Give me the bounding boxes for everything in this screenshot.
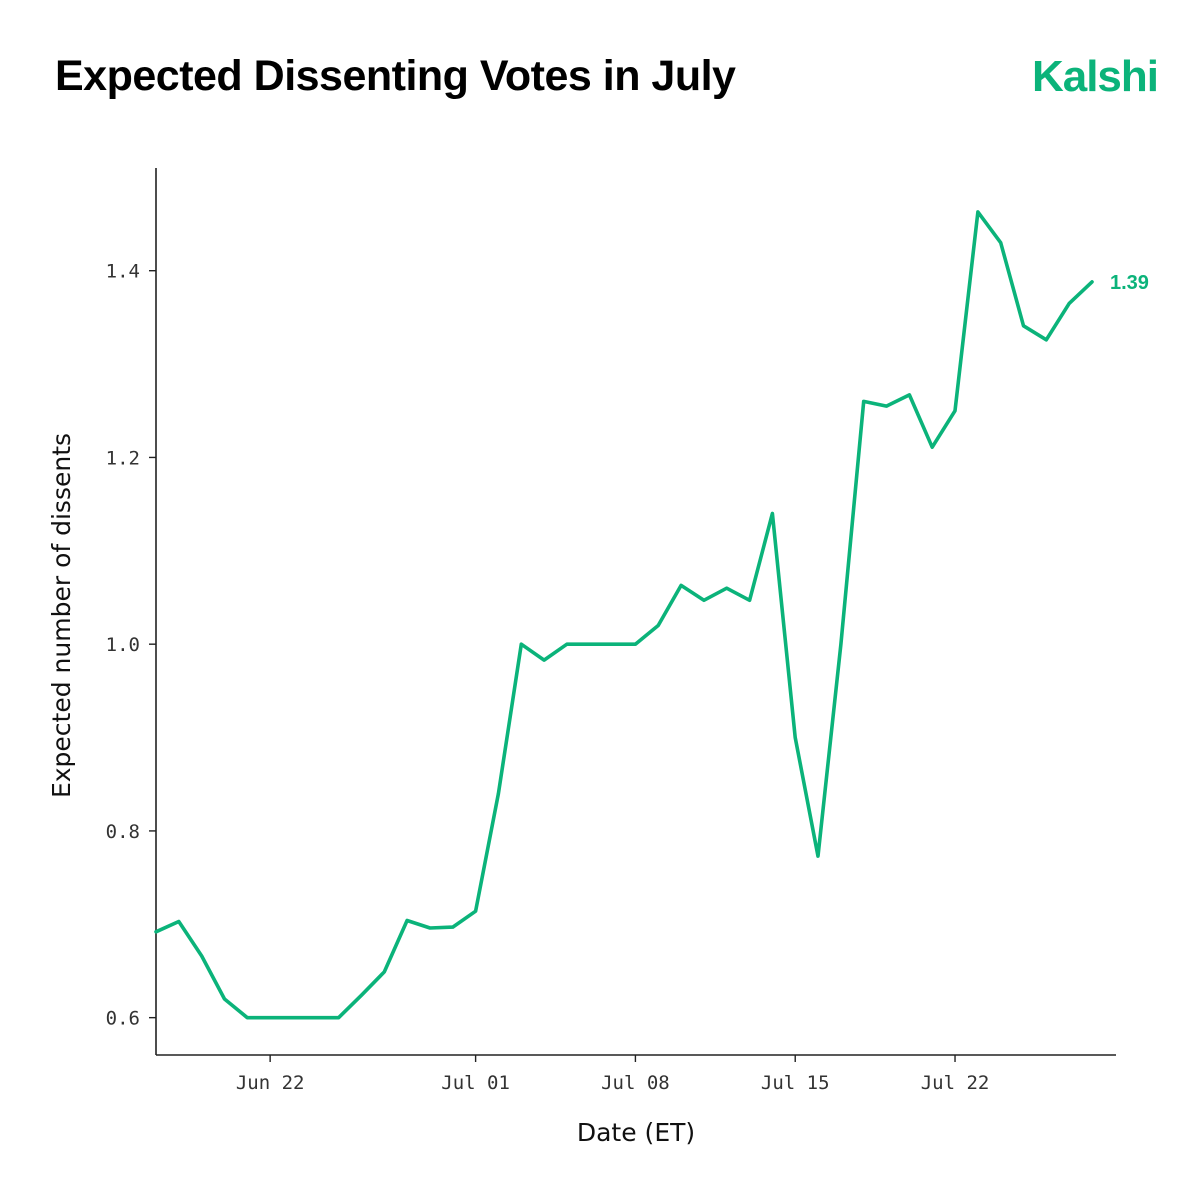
axes bbox=[155, 168, 1116, 1056]
series-line bbox=[154, 210, 1094, 1020]
kalshi-logo: Kalshi bbox=[1031, 52, 1159, 101]
x-axis-label: Date (ET) bbox=[577, 1118, 695, 1147]
y-tick-label: 1.0 bbox=[106, 634, 140, 656]
y-tick-label: 0.8 bbox=[106, 821, 140, 843]
x-tick-label: Jul 22 bbox=[921, 1072, 990, 1094]
y-tick-label: 1.4 bbox=[106, 261, 140, 283]
ticks: 0.6 0.8 1.0 1.2 1.4 Jun 22 Jul 01 Jul 08 Jul 15 J… bbox=[106, 261, 990, 1094]
y-tick-label: 1.2 bbox=[106, 447, 140, 469]
y-axis-label: Expected number of dissents bbox=[47, 433, 76, 798]
y-tick-label: 0.6 bbox=[106, 1008, 140, 1030]
series-group bbox=[154, 210, 1094, 1020]
x-tick-label: Jul 08 bbox=[601, 1072, 670, 1094]
x-tick-label: Jul 15 bbox=[761, 1072, 830, 1094]
x-tick-label: Jul 01 bbox=[441, 1072, 510, 1094]
x-tick-label: Jun 22 bbox=[236, 1072, 305, 1094]
end-value-label: 1.39 bbox=[1110, 272, 1149, 294]
chart-title: Expected Dissenting Votes in July bbox=[55, 52, 736, 100]
